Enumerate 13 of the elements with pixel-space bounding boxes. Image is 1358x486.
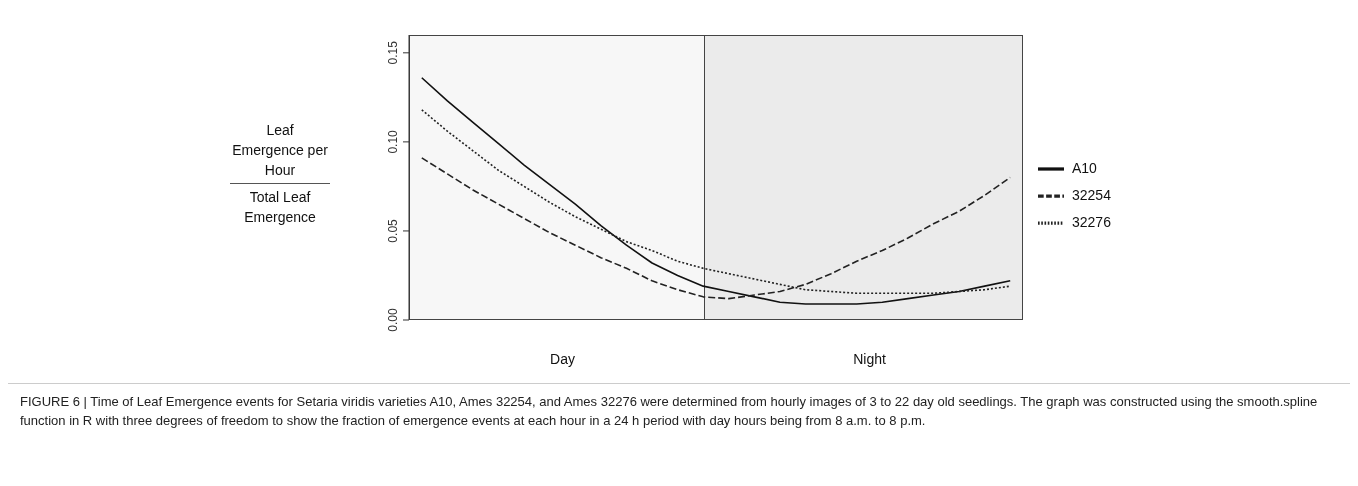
caption: FIGURE 6 | Time of Leaf Emergence events for Setaria viridis varieties A10, Ames 32254, and Ames 32276 were determined from hourly images of 3 to 22 day old seedlings. The graph was constructed using the smooth.spline function in R with three degrees of freedom to show the fraction of emergence events at each hour in a 24 h period with day hours being from 8 a.m. to 8 p.m. — [8, 383, 1350, 438]
text: Day — [549, 351, 576, 367]
y-tick-label: 0.00 — [386, 308, 400, 332]
line-series — [420, 109, 1012, 295]
legend-label: 32276 — [1072, 214, 1111, 231]
y-tick-label: 0.05 — [386, 218, 400, 243]
legend-label: 32254 — [1072, 186, 1111, 203]
line-series — [420, 76, 1012, 305]
y-axis-title: Leaf Emergence per Hour Total Leaf Emergence — [231, 121, 329, 227]
legend-label: A10 — [1072, 159, 1097, 176]
text: Night — [852, 351, 887, 367]
y-tick-label: 0.15 — [386, 40, 400, 65]
y-tick-label: 0.10 — [386, 129, 400, 154]
